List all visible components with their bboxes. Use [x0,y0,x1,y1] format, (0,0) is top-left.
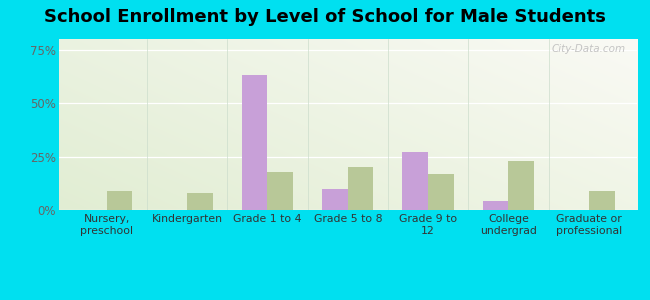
Bar [508,161,534,210]
Bar [242,75,267,210]
Bar [402,152,428,210]
Bar [483,202,508,210]
Bar [589,191,614,210]
Bar [187,193,213,210]
Bar [107,191,133,210]
Text: School Enrollment by Level of School for Male Students: School Enrollment by Level of School for… [44,8,606,26]
Text: City-Data.com: City-Data.com [551,44,625,54]
Bar [267,172,293,210]
Bar [322,189,348,210]
Bar [348,167,374,210]
Bar [428,174,454,210]
